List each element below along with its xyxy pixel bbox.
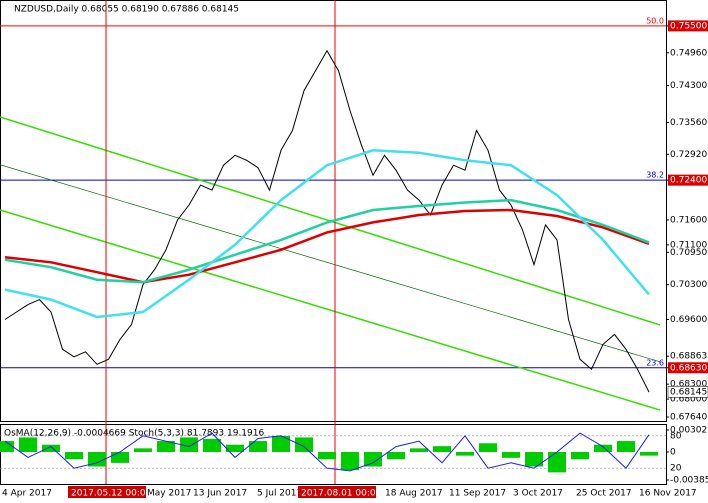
x-tick-label: 5 Jul 2017 (257, 489, 302, 499)
price-box (668, 362, 708, 374)
osma-bar (295, 437, 313, 452)
moving-average (4, 208, 650, 284)
y-tick-label: 0.70300 (670, 280, 707, 290)
x-tick-label: 3 Oct 2017 (513, 489, 563, 499)
sub-frame (0, 424, 667, 485)
x-tick-label: May 2017 (147, 489, 191, 499)
y-tick-label: 0.69600 (670, 315, 707, 325)
y-tick-label: 0.68863 (670, 352, 707, 362)
y-tick-label: 0.68630 (670, 363, 707, 373)
fib-label: 38.2 (646, 171, 664, 180)
moving-average (4, 149, 650, 319)
y-tick-label: 0.74960 (670, 48, 707, 58)
osma-bar (111, 451, 129, 463)
osma-bar (410, 448, 428, 452)
y-tick-label: 0.68000 (670, 395, 707, 405)
chart-title: NZDUSD,Daily 0.68055 0.68190 0.67886 0.6… (14, 5, 239, 15)
osma-bar (548, 451, 566, 473)
y-tick-label: 0.70950 (670, 248, 707, 258)
stoch-line (4, 432, 650, 472)
osma-tick-label: 0.003021 (670, 426, 708, 436)
last-price-box (667, 386, 708, 398)
y-tick-label: 0.71600 (670, 215, 707, 225)
osma-bar (249, 441, 267, 452)
osma-bar (318, 451, 336, 460)
x-tick-label: 13 Jun 2017 (193, 489, 247, 499)
osma-bar (525, 451, 543, 467)
moving-average (4, 198, 650, 284)
y-tick-label: 0.75500 (670, 21, 707, 31)
osma-bar (203, 438, 221, 452)
osma-bar (594, 444, 612, 452)
y-tick-label: 0.67640 (670, 413, 707, 423)
osma-bar (180, 437, 198, 452)
osma-bar (640, 451, 658, 456)
date-highlight (68, 486, 146, 498)
price-box (668, 20, 708, 32)
osma-bar (364, 451, 382, 467)
y-tick-label: 0.71100 (670, 240, 707, 250)
trendline (0, 209, 661, 411)
x-tick-label: 16 Nov 2017 (639, 489, 697, 499)
osma-bar (42, 444, 60, 452)
last-price-label: 0.68145 (670, 387, 707, 397)
osma-tick-label: -0.003850 (670, 476, 708, 486)
osma-bar (502, 451, 520, 458)
osma-bar (433, 446, 451, 452)
osma-bar (571, 451, 589, 460)
x-tick-label: 4 Apr 2017 (2, 489, 52, 499)
osma-bar (157, 441, 175, 452)
x-tick-label: 18 Aug 2017 (385, 489, 443, 499)
osma-bar (226, 444, 244, 452)
osma-bar (479, 443, 497, 452)
osma-bar (19, 437, 37, 452)
osma-bar (341, 451, 359, 471)
osma-tick-label: 0 (670, 447, 676, 457)
x-tick-label: 25 Oct 2017 (576, 489, 632, 499)
osma-bar (456, 451, 474, 456)
y-tick-label: 0.72920 (670, 150, 707, 160)
stoch-tick-label: 20 (670, 464, 682, 474)
osma-bar (65, 451, 83, 460)
date-highlight (298, 486, 376, 498)
main-frame (0, 0, 667, 422)
x-tick-label: 11 Sep 2017 (449, 489, 506, 499)
y-tick-label: 0.72400 (670, 176, 707, 186)
y-tick-label: 0.74300 (670, 81, 707, 91)
osma-bar (617, 441, 635, 452)
osma-bar (88, 451, 106, 467)
stoch-tick-label: 80 (670, 431, 682, 441)
x-tick-label: 2017.08.01 00:00 (301, 489, 382, 499)
price-line (4, 49, 650, 393)
osma-bar (272, 435, 290, 452)
fib-label: 23.6 (646, 358, 664, 367)
y-tick-label: 0.68300 (670, 380, 707, 390)
osma-bar (134, 448, 152, 452)
y-tick-label: 0.73560 (670, 118, 707, 128)
osma-title: OsMA(12,26,9) -0.0004669 Stoch(5,3,3) 81… (4, 429, 264, 439)
osma-bar (0, 441, 14, 452)
price-box (668, 174, 708, 186)
fib-label: 50.0 (646, 16, 664, 25)
x-tick-label: 2017.05.12 00:00 (71, 489, 152, 499)
trendline (0, 164, 661, 363)
osma-bar (387, 451, 405, 460)
